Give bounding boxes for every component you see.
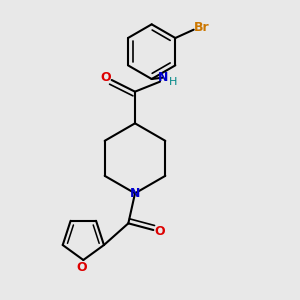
Text: H: H [169,77,177,87]
Text: O: O [154,225,165,238]
Text: Br: Br [194,22,210,34]
Text: O: O [100,71,111,84]
Text: N: N [130,187,140,200]
Text: N: N [158,71,168,84]
Text: O: O [76,261,87,274]
